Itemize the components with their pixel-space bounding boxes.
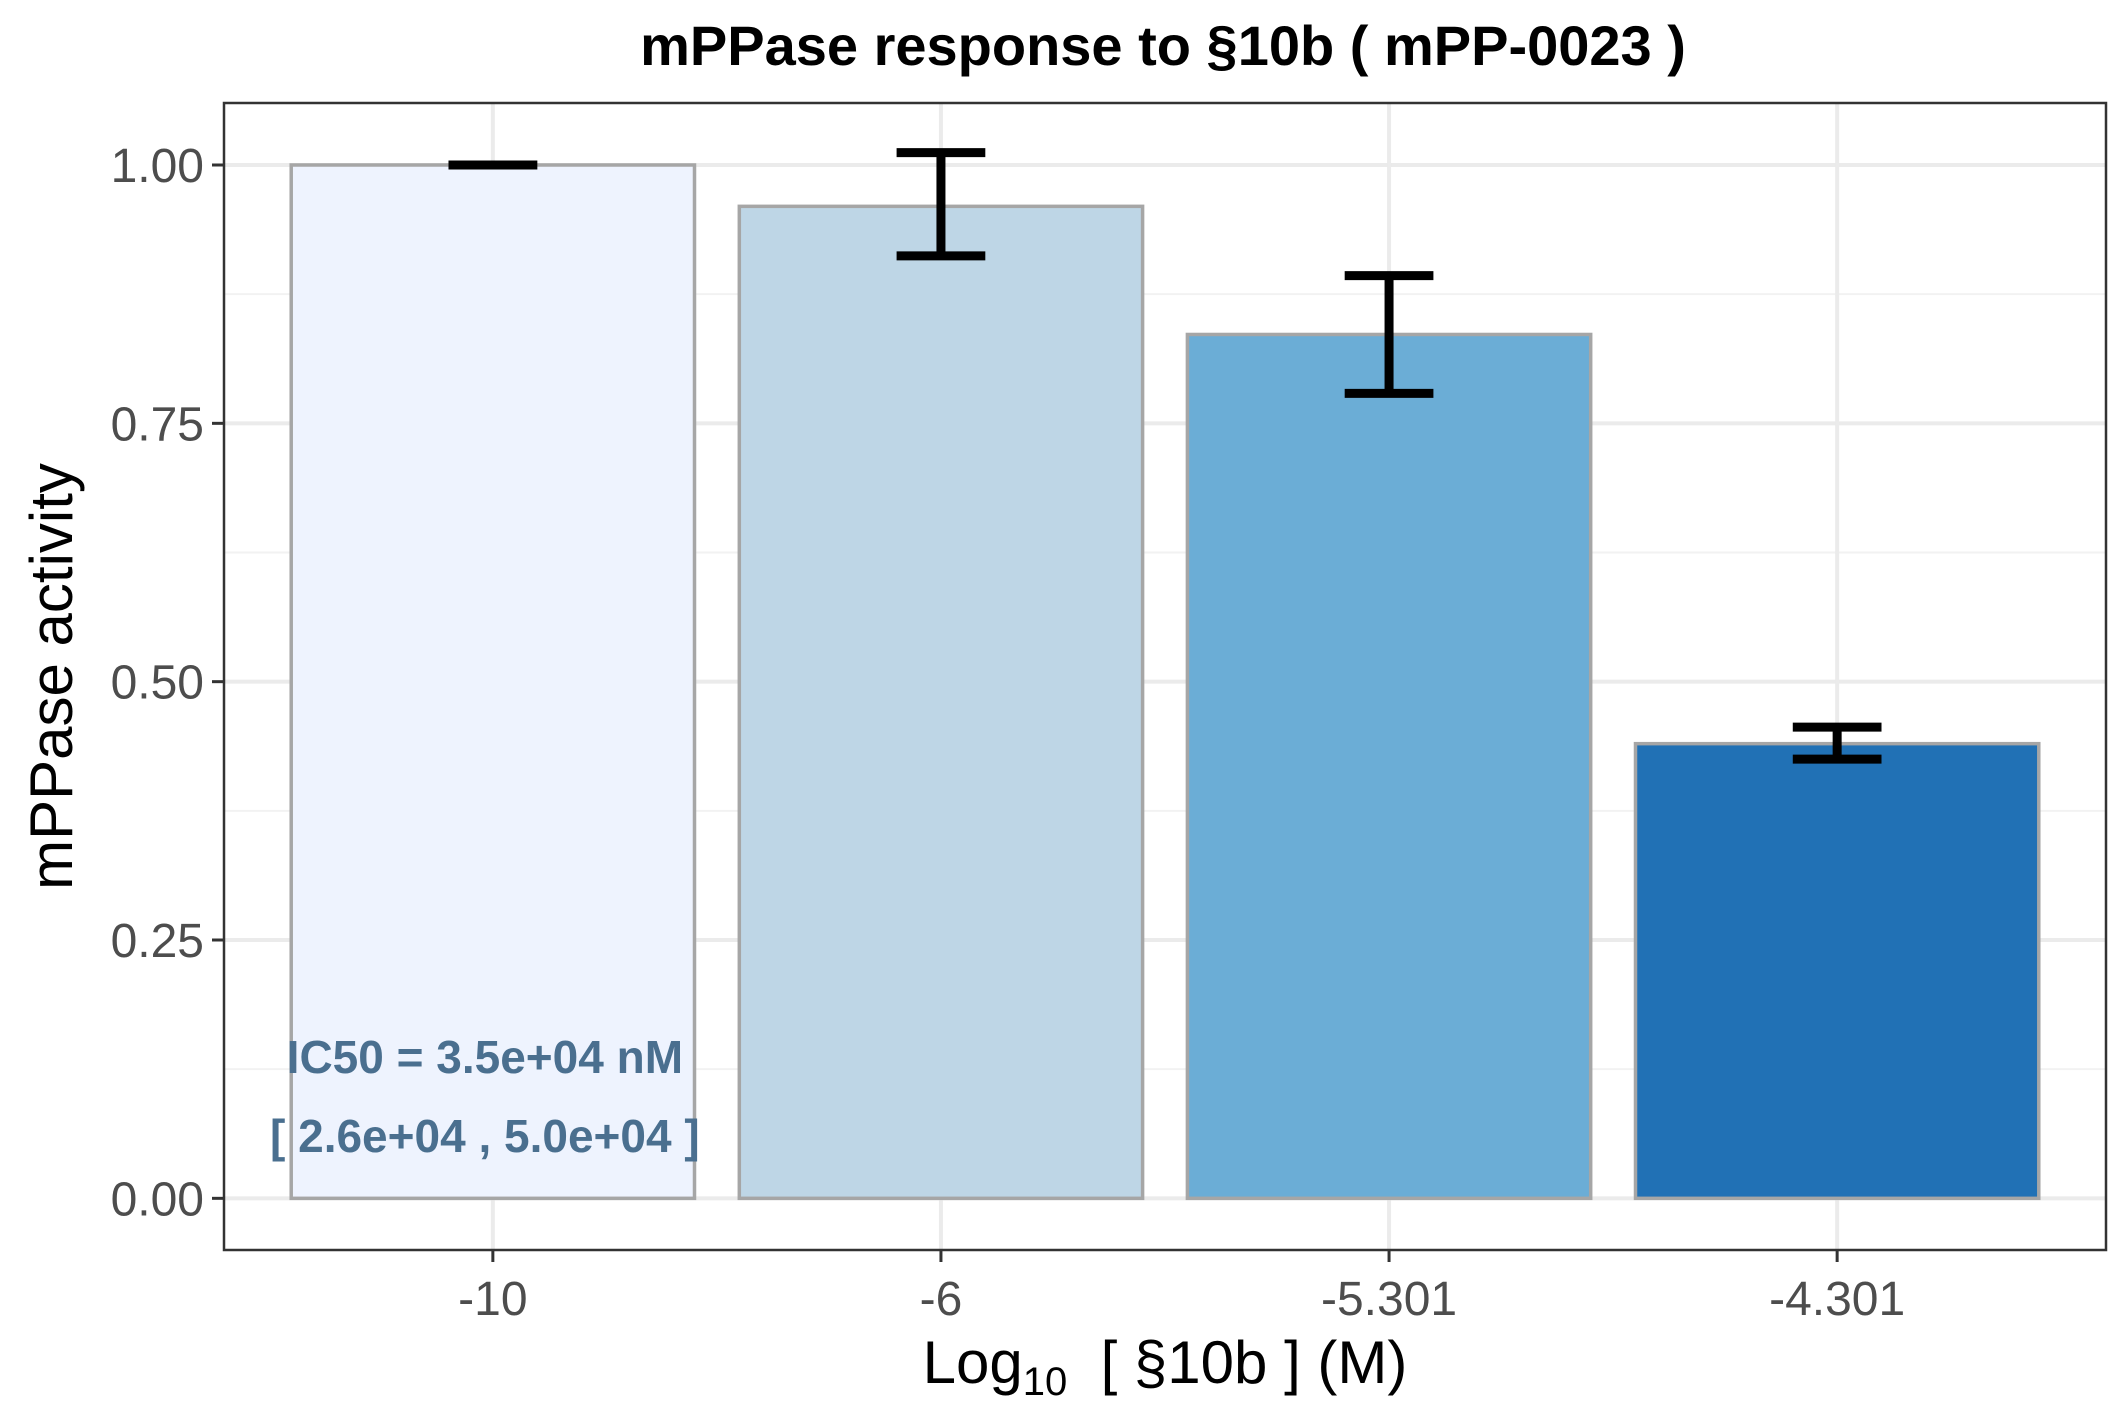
error-bar--6: [896, 148, 986, 261]
x-axis-title-main: Log: [923, 1329, 1023, 1396]
x-tick-label: -5.301: [1321, 1273, 1457, 1326]
annotations: IC50 = 3.5e+04 nM [ 2.6e+04 , 5.0e+04 ]: [270, 1031, 700, 1162]
y-axis-ticks: 0.00 0.25 0.50 0.75 1.00: [111, 140, 224, 1226]
x-axis-title-rest: [ §10b ] (M): [1067, 1329, 1407, 1396]
y-tick-label: 0.50: [111, 657, 204, 710]
y-tick-label: 0.75: [111, 398, 204, 451]
plot-area: IC50 = 3.5e+04 nM [ 2.6e+04 , 5.0e+04 ]: [222, 101, 2108, 1252]
error-bars: [448, 148, 1882, 764]
y-tick-label: 0.00: [111, 1173, 204, 1226]
y-axis-title: mPPase activity: [18, 463, 85, 890]
ic50-label: IC50 = 3.5e+04 nM: [287, 1031, 683, 1083]
y-tick-label: 0.25: [111, 915, 204, 968]
bar--4.301: [1633, 741, 2041, 1201]
plot-border: [222, 101, 2108, 1252]
x-tick-label: -4.301: [1769, 1273, 1905, 1326]
x-axis-ticks: -10 -6 -5.301 -4.301: [458, 1250, 1905, 1326]
x-tick-label: -6: [920, 1273, 963, 1326]
x-axis-title: Log10 [ §10b ] (M): [923, 1329, 1408, 1404]
bar--6: [737, 204, 1145, 1201]
x-tick-label: -10: [458, 1273, 527, 1326]
error-bar--4.301: [1792, 722, 1882, 764]
bar--5.301: [1185, 332, 1593, 1201]
x-axis-title-subscript: 10: [1023, 1360, 1068, 1404]
ic50-interval-label: [ 2.6e+04 , 5.0e+04 ]: [270, 1110, 700, 1162]
y-tick-label: 1.00: [111, 140, 204, 193]
error-bar--5.301: [1344, 271, 1434, 398]
chart-title: mPPase response to §10b ( mPP-0023 ): [640, 14, 1686, 77]
